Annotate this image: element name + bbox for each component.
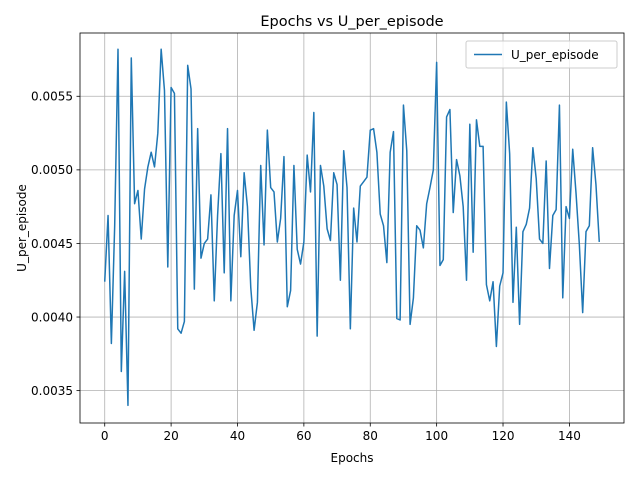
x-tick-label: 0 [101, 429, 109, 443]
y-axis-label: U_per_episode [15, 184, 29, 272]
legend-box [465, 40, 618, 69]
x-tick-label: 20 [163, 429, 178, 443]
y-axis-ticks: 0.0035 0.0040 0.0045 0.0050 0.0055 [31, 90, 80, 398]
y-tick-label: 0.0040 [31, 310, 73, 324]
x-axis-label: Epochs [331, 451, 374, 465]
y-tick-label: 0.0035 [31, 384, 73, 398]
grid-lines [80, 33, 624, 423]
y-tick-label: 0.0045 [31, 237, 73, 251]
x-tick-label: 120 [492, 429, 515, 443]
x-tick-label: 140 [558, 429, 581, 443]
plot-frame [79, 32, 625, 424]
series-layer [103, 48, 601, 407]
legend-label-u-per-episode: U_per_episode [511, 48, 599, 62]
x-axis-ticks: 0 20 40 60 80 100 120 140 [101, 423, 581, 443]
x-tick-label: 80 [363, 429, 378, 443]
y-tick-label: 0.0055 [31, 90, 73, 104]
y-tick-label: 0.0050 [31, 163, 73, 177]
x-tick-label: 40 [230, 429, 245, 443]
x-tick-label: 100 [425, 429, 448, 443]
x-tick-label: 60 [296, 429, 311, 443]
legend: U_per_episode [465, 40, 618, 69]
series-line-u-per-episode [103, 48, 601, 407]
chart-title: Epochs vs U_per_episode [260, 14, 443, 30]
